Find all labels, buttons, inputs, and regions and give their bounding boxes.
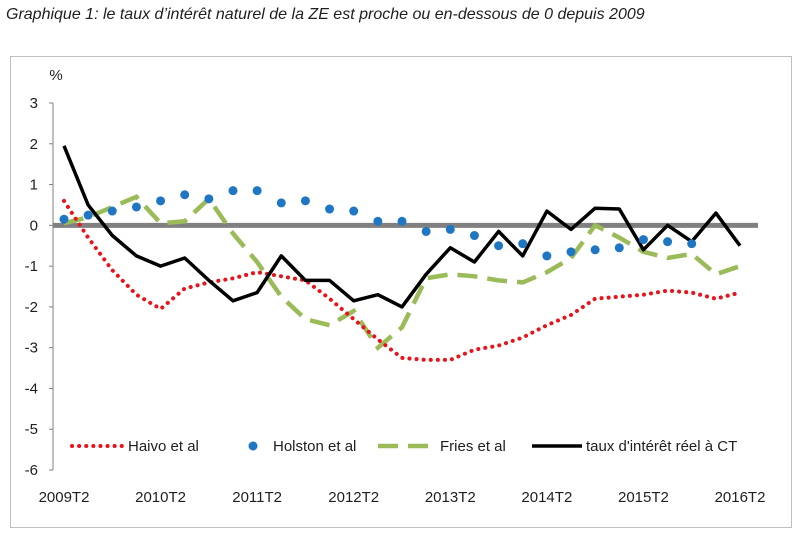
holston-data-point: [59, 214, 69, 224]
x-tick-label: 2015T2: [618, 489, 669, 506]
holston-data-point: [228, 186, 238, 196]
holston-data-point: [276, 198, 286, 208]
y-tick-label: -5: [25, 421, 38, 438]
holston-data-point: [180, 190, 190, 200]
y-tick-label: 3: [30, 95, 38, 112]
holston-data-point: [83, 210, 93, 220]
fries-series-line: [63, 194, 741, 352]
y-tick-label: -6: [25, 462, 38, 479]
y-tick-label: -4: [25, 380, 38, 397]
holston-data-point: [494, 241, 504, 251]
holston-data-point: [469, 231, 479, 241]
y-tick-label: 0: [30, 217, 38, 234]
holston-data-point: [397, 216, 407, 226]
holston-data-point: [566, 247, 576, 257]
holston-data-point: [687, 239, 697, 249]
holston-data-point: [156, 196, 166, 206]
chart-frame: [10, 56, 792, 528]
series-layer: [59, 145, 742, 362]
legend-label-fries: Fries et al: [440, 438, 506, 455]
x-tick-label: 2012T2: [328, 489, 379, 506]
holston-data-point: [325, 204, 335, 214]
legend-label-holston: Holston et al: [273, 438, 356, 455]
holston-data-point: [663, 237, 673, 247]
holston-data-point: [421, 226, 431, 236]
y-tick-label: -3: [25, 340, 38, 357]
holston-data-point: [614, 243, 624, 253]
holston-data-point: [590, 245, 600, 255]
holston-data-point: [300, 196, 310, 206]
legend-label-haivo: Haivo et al: [128, 438, 199, 455]
x-tick-label: 2014T2: [521, 489, 572, 506]
y-tick-label: 2: [30, 136, 38, 153]
y-tick-label: -1: [25, 258, 38, 275]
holston-data-point: [445, 224, 455, 234]
holston-data-point: [518, 239, 528, 249]
holston-data-point: [107, 206, 117, 216]
y-tick-label: 1: [30, 177, 38, 194]
holston-data-point: [542, 251, 552, 261]
holston-data-point: [252, 186, 262, 196]
x-tick-label: 2016T2: [715, 489, 766, 506]
x-tick-label: 2009T2: [39, 489, 90, 506]
chart-title: Graphique 1: le taux d’intérêt naturel d…: [6, 6, 645, 23]
holston-data-point: [638, 235, 648, 245]
holston-data-point: [131, 202, 141, 212]
legend-label-ct: taux d'intérêt réel à CT: [586, 438, 737, 455]
legend: Haivo et al Holston et al Fries et al taux …: [70, 438, 737, 455]
holston-data-point: [373, 216, 383, 226]
y-axis-unit-label: %: [49, 67, 62, 84]
legend-swatch-holston: [248, 441, 258, 451]
ct-series-line: [62, 145, 742, 309]
haivo-series-line: [62, 198, 742, 362]
x-tick-label: 2011T2: [232, 489, 282, 506]
x-tick-label: 2010T2: [135, 489, 186, 506]
holston-data-point: [204, 194, 214, 204]
x-tick-label: 2013T2: [425, 489, 476, 506]
holston-data-point: [349, 206, 359, 216]
y-tick-label: -2: [25, 299, 38, 316]
